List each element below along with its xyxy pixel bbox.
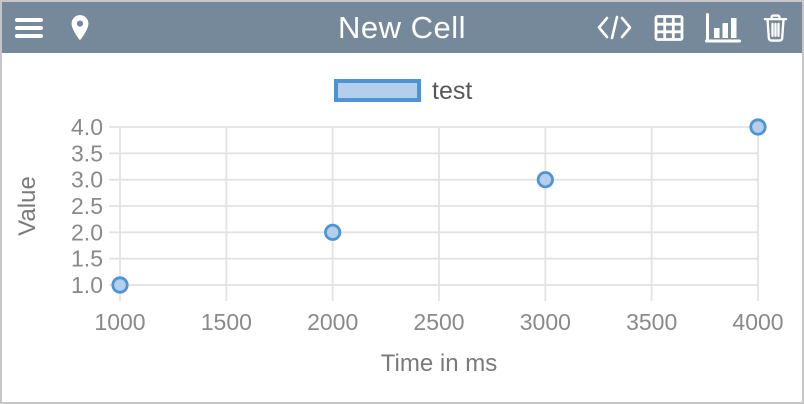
data-point[interactable] xyxy=(536,171,554,189)
y-axis-title: Value xyxy=(14,176,41,236)
bar-chart-icon xyxy=(705,12,741,42)
code-icon xyxy=(597,15,632,40)
data-point[interactable] xyxy=(324,223,342,241)
data-point[interactable] xyxy=(749,118,767,136)
location-button[interactable] xyxy=(69,14,91,42)
header-left-icons xyxy=(15,14,91,42)
table-icon xyxy=(654,14,684,41)
header-right-icons xyxy=(596,12,789,43)
legend-label: test xyxy=(432,77,472,105)
delete-button[interactable] xyxy=(762,13,789,43)
y-tick-label: 1.0 xyxy=(71,272,103,298)
code-view-button[interactable] xyxy=(596,14,633,41)
x-axis-title: Time in ms xyxy=(381,350,497,377)
chart-container: test Time in ms Value 1.0 1.5 2.0 2.5 3.0 3.5… xyxy=(2,53,802,402)
x-tick-label: 3000 xyxy=(520,309,571,335)
hamburger-menu-icon xyxy=(15,17,43,38)
tick-labels: 1.01.52.02.53.03.54.0 1000 1500 2000 2500 300… xyxy=(71,114,784,335)
location-pin-icon xyxy=(71,14,89,40)
y-tick-label: 4.0 xyxy=(71,114,103,140)
x-tick-label: 4000 xyxy=(732,309,783,335)
data-point[interactable] xyxy=(111,276,129,294)
y-tick-label: 2.5 xyxy=(71,193,103,219)
x-tick-label: 1000 xyxy=(94,309,145,335)
x-tick-label: 1500 xyxy=(201,309,252,335)
menu-button[interactable] xyxy=(15,17,43,39)
y-tick-label: 3.5 xyxy=(71,140,103,166)
y-tick-label: 3.0 xyxy=(71,167,103,193)
trash-icon xyxy=(763,13,788,42)
x-tick-label: 3500 xyxy=(626,309,677,335)
legend-swatch xyxy=(334,79,421,102)
x-tick-label: 2000 xyxy=(307,309,358,335)
header-bar: New Cell xyxy=(2,2,802,53)
gridlines xyxy=(109,126,759,301)
y-tick-label: 2.0 xyxy=(71,219,103,245)
legend[interactable]: test xyxy=(334,77,472,105)
chart-view-button[interactable] xyxy=(705,12,741,43)
data-points xyxy=(111,118,767,294)
x-tick-label: 2500 xyxy=(413,309,464,335)
table-view-button[interactable] xyxy=(654,14,684,42)
scatter-chart: test Time in ms Value 1.01.52.02.53.03.5… xyxy=(14,77,784,377)
y-tick-label: 1.5 xyxy=(71,246,103,272)
